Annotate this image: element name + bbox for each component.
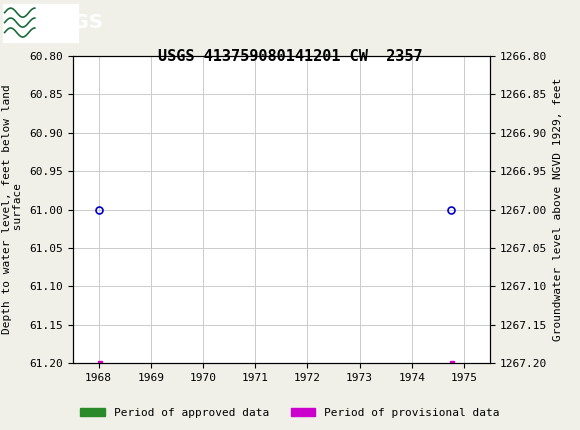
Y-axis label: Depth to water level, feet below land
 surface: Depth to water level, feet below land su… — [2, 85, 23, 335]
Legend: Period of approved data, Period of provisional data: Period of approved data, Period of provi… — [76, 403, 504, 422]
Y-axis label: Groundwater level above NGVD 1929, feet: Groundwater level above NGVD 1929, feet — [553, 78, 563, 341]
Text: USGS 413759080141201 CW  2357: USGS 413759080141201 CW 2357 — [158, 49, 422, 64]
Text: USGS: USGS — [44, 13, 103, 32]
Bar — [3, 3, 78, 42]
